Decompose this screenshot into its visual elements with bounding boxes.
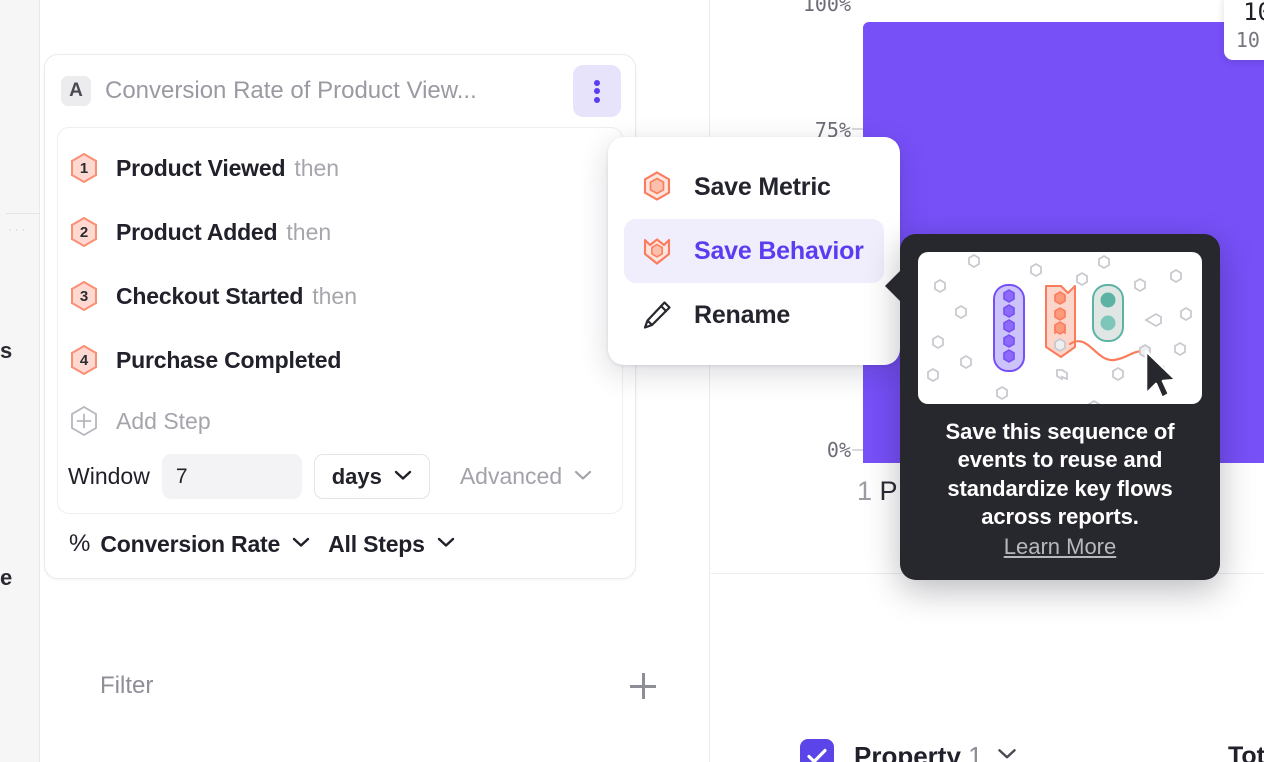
- kebab-dot: [594, 88, 600, 94]
- step-name: Product Viewed: [116, 154, 286, 181]
- metric-scope-label: All Steps: [328, 530, 425, 557]
- metric-letter-badge: A: [61, 76, 91, 106]
- chevron-down-icon: [437, 535, 455, 553]
- property-label: Property 1: [854, 741, 983, 762]
- rail-text-fragment-top: s: [0, 338, 13, 363]
- step-connector: then: [286, 218, 332, 245]
- shield-behavior-icon: [640, 234, 674, 268]
- step-connector: then: [312, 282, 357, 309]
- step-name: Checkout Started: [116, 282, 304, 309]
- window-controls: Window days Advanced: [58, 450, 622, 499]
- tooltip-illustration: [918, 252, 1202, 404]
- property-label-text: Property: [854, 740, 961, 762]
- chart-value-count: 10.25K: [1235, 27, 1264, 52]
- property-number: 1: [968, 740, 983, 762]
- metric-title[interactable]: Conversion Rate of Product View...: [105, 77, 477, 104]
- window-unit-label: days: [331, 463, 382, 489]
- window-unit-select[interactable]: days: [313, 454, 430, 499]
- metric-scope-select[interactable]: All Steps: [328, 531, 455, 558]
- filter-section: Filter: [100, 672, 656, 700]
- funnel-steps-block: 1 Product Viewed then 2 Product Added then: [57, 127, 623, 514]
- total-column-label: Tot: [1228, 742, 1264, 762]
- left-rail: ··· s e: [0, 0, 40, 762]
- kebab-dot: [594, 96, 600, 103]
- rail-divider: [6, 213, 40, 214]
- step-name: Purchase Completed: [116, 346, 342, 373]
- step-number: 3: [79, 287, 89, 305]
- plus-icon[interactable]: [630, 673, 656, 699]
- feature-tooltip: Save this sequence of events to reuse an…: [885, 234, 1220, 580]
- chevron-down-icon: [394, 468, 412, 486]
- chevron-down-icon: [292, 535, 310, 553]
- step-number-hexagon-icon: 3: [68, 280, 100, 312]
- y-axis-tick-label: 0%: [826, 438, 851, 462]
- filter-label: Filter: [100, 672, 154, 699]
- percent-icon: %: [69, 530, 91, 557]
- advanced-label: Advanced: [459, 463, 563, 489]
- menu-item-label: Save Metric: [694, 172, 831, 201]
- chart-value-tooltip: 100% 10.25K: [1224, 0, 1264, 60]
- property-checkbox[interactable]: [800, 739, 834, 762]
- tooltip-learn-more-link[interactable]: Learn More: [1003, 533, 1117, 559]
- tooltip-body: Save this sequence of events to reuse an…: [945, 419, 1175, 530]
- y-axis-tick: [852, 449, 865, 451]
- metric-card-footer: % Conversion Rate All Steps: [45, 514, 635, 578]
- more-vertical-icon[interactable]: [573, 65, 621, 117]
- window-label: Window: [68, 463, 150, 489]
- step-number: 1: [79, 159, 89, 177]
- y-axis-tick-label: 100%: [802, 0, 851, 16]
- tooltip-arrow: [885, 270, 901, 302]
- funnel-step-row[interactable]: 2 Product Added then: [58, 200, 622, 264]
- chevron-down-icon: [574, 468, 592, 486]
- metric-type-select[interactable]: Conversion Rate: [100, 531, 310, 558]
- kebab-dot: [594, 79, 600, 86]
- hexagon-metric-icon: [640, 170, 674, 204]
- chevron-down-icon[interactable]: [997, 747, 1017, 762]
- metric-type-label: Conversion Rate: [100, 530, 281, 557]
- chart-value-percent: 100%: [1243, 0, 1264, 27]
- menu-item-save-behavior[interactable]: Save Behavior: [624, 219, 884, 283]
- add-step-label: Add Step: [116, 407, 211, 434]
- step-connector: then: [294, 154, 340, 181]
- menu-item-label: Rename: [694, 300, 791, 329]
- property-legend-row: Property 1: [800, 739, 1017, 762]
- add-step-hexagon-plus-icon: [68, 405, 100, 437]
- funnel-step-row[interactable]: 3 Checkout Started then: [58, 264, 622, 328]
- funnel-step-row[interactable]: 1 Product Viewed then: [58, 136, 622, 200]
- menu-item-rename[interactable]: Rename: [624, 283, 884, 347]
- metric-context-menu: Save Metric Save Behavior Rename: [608, 137, 900, 365]
- y-axis-tick: [852, 128, 865, 130]
- metric-card: A Conversion Rate of Product View... 1 P…: [44, 54, 636, 579]
- x-label-number: 1: [857, 476, 873, 506]
- menu-item-label: Save Behavior: [694, 236, 864, 265]
- funnel-step-row[interactable]: 4 Purchase Completed: [58, 328, 622, 392]
- step-number-hexagon-icon: 2: [68, 216, 100, 248]
- rail-dots: ···: [8, 224, 28, 236]
- advanced-select[interactable]: Advanced: [442, 463, 592, 490]
- chart-x-axis-label: 1 P: [857, 476, 898, 507]
- window-value-input[interactable]: [161, 454, 302, 499]
- metric-card-header: A Conversion Rate of Product View...: [45, 55, 635, 127]
- add-step-button[interactable]: Add Step: [58, 392, 622, 450]
- pencil-icon: [640, 298, 674, 332]
- step-number-hexagon-icon: 1: [68, 152, 100, 184]
- x-label-text: P: [879, 476, 898, 506]
- rail-text-fragment-bottom: e: [0, 565, 13, 590]
- step-name: Product Added: [116, 218, 278, 245]
- step-number: 2: [79, 223, 89, 241]
- step-number-hexagon-icon: 4: [68, 344, 100, 376]
- step-number: 4: [79, 351, 89, 369]
- menu-item-save-metric[interactable]: Save Metric: [624, 155, 884, 219]
